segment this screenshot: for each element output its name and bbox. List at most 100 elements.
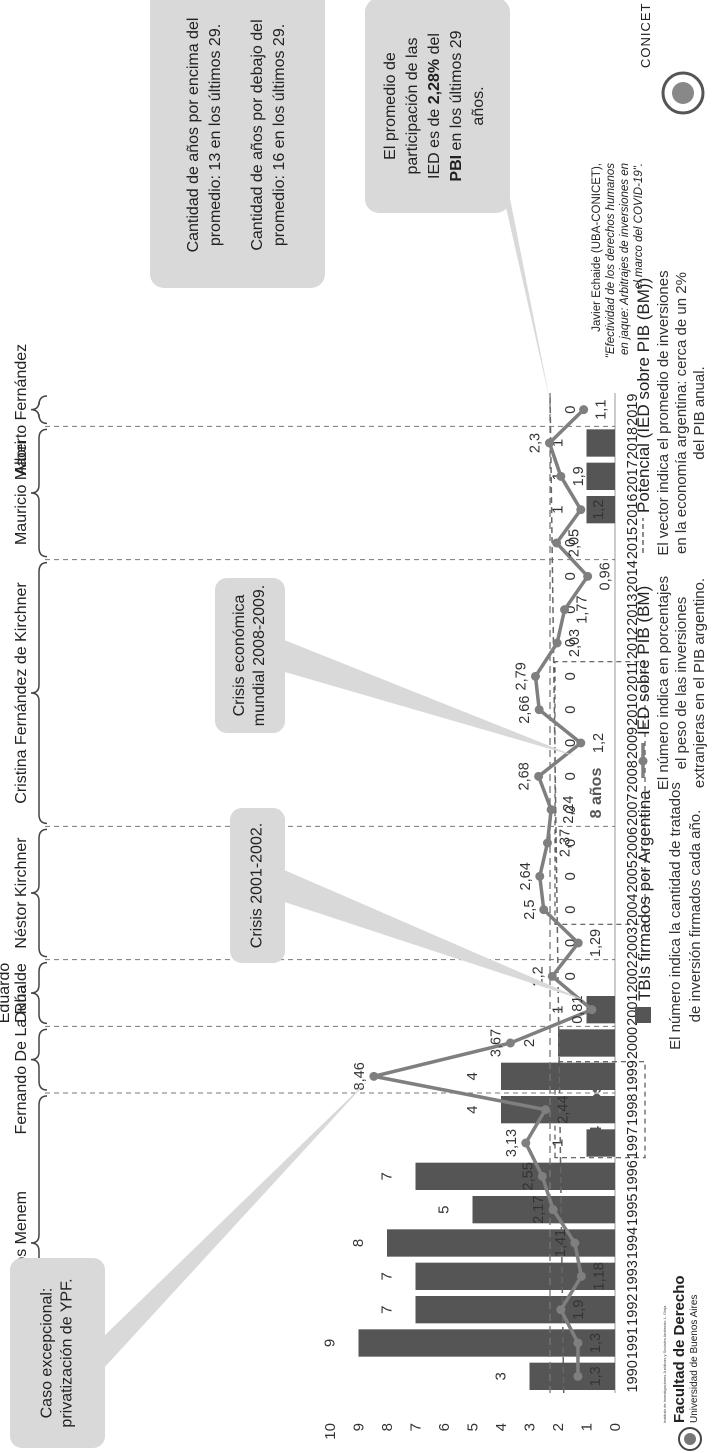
y-tick-label: 1 [579,1423,596,1431]
x-tick-label: 2016 [625,494,641,526]
ied-value-label: 2,64 [518,862,534,890]
ied-point [570,1238,580,1248]
bar [586,495,615,524]
ied-value-label: 2,68 [517,762,533,790]
bar-value-label: 0 [562,405,579,413]
ied-point [530,671,540,681]
bar-value-label: 0 [562,572,579,580]
x-tick-label: 1992 [625,1294,641,1326]
ied-point [521,1138,531,1148]
legend-line-note: el peso de las inversiones [673,597,690,770]
bar-value-label: 3 [493,1372,510,1380]
president-label: Néstor Kirchner [13,837,30,949]
ied-point [546,805,556,815]
ied-value-label: 2,66 [517,696,533,724]
bar-value-label: 8 [350,1239,367,1247]
ied-value-label: 1,2 [591,733,607,753]
x-tick-label: 2011 [625,661,641,692]
bar-value-label: 0 [562,805,579,813]
x-tick-label: 1991 [625,1327,641,1359]
term-brace [30,395,48,425]
x-tick-label: 2018 [625,427,641,459]
ied-point [583,571,593,581]
faculty-name: Facultad de Derecho [671,1275,688,1423]
x-tick-label: 2010 [625,694,641,726]
y-tick-label: 6 [436,1423,453,1431]
ied-point [369,1071,379,1081]
callout-box [10,1258,105,1448]
term-brace [30,561,48,825]
callout-text: Cantidad de años por encima del [185,18,202,253]
callout-box [230,808,285,963]
ied-value-label: 1,41 [553,1229,569,1257]
ied-value-label: 3,67 [488,1029,504,1057]
ied-value-label: 1,2 [591,500,607,520]
y-tick-label: 9 [351,1423,368,1431]
x-tick-label: 2017 [625,460,641,492]
y-tick-label: 3 [522,1423,539,1431]
president-label: Mauricio Macri [13,441,30,545]
bar [558,1029,615,1057]
bar-value-label: 5 [436,1205,453,1213]
ied-value-label: 1,18 [591,1262,607,1290]
university-name: Universidad de Buenos Aires [689,1295,700,1423]
ied-value-label: 1,9 [571,1300,587,1320]
bar-value-label: 4 [464,1072,481,1080]
president-label: Alberto Fernández [13,344,30,476]
ied-point [537,1171,547,1181]
bar-value-label: 0 [562,705,579,713]
trend-line [549,392,565,1394]
bar-value-label: 0 [562,839,579,847]
faculty-seal [684,1433,696,1445]
y-tick-label: 2 [550,1423,567,1431]
ied-point [556,1305,566,1315]
callout-text: PBI en los últimos 29 [448,30,465,181]
callout-text: privatización de YPF. [59,1278,76,1427]
ied-point [552,638,562,648]
x-tick-label: 2005 [625,860,641,892]
callout-text: El promedio de [382,52,399,160]
bar-value-label: 0 [562,905,579,913]
president-label: Fernando De La Rúa [13,985,30,1135]
x-tick-label: 2006 [625,827,641,859]
bar-value-label: 7 [379,1172,396,1180]
legend-trend-note: El vector indica el promedio de inversio… [655,270,672,555]
bar-value-label: 2 [521,1039,538,1047]
ied-value-label: 2,3 [527,433,543,453]
term-brace [30,428,48,558]
y-tick-label: 10 [322,1423,339,1440]
bar-value-label: 0 [562,605,579,613]
ied-value-label: 2,55 [520,1162,536,1190]
ied-point [560,605,570,615]
x-tick-label: 2004 [625,894,641,926]
y-tick-label: 5 [465,1423,482,1431]
credit-text: el marco del COVID-19". [633,163,645,289]
bar-value-label: 7 [379,1272,396,1280]
ied-point [542,838,552,848]
ied-point [556,471,566,481]
x-tick-label: 2012 [625,627,641,659]
legend-trend-label: Potencial (IED sobre PIB (BM)) [634,278,653,513]
x-tick-label: 2008 [625,760,641,792]
ied-value-label: 1,29 [588,929,604,957]
legend-line-marker [638,756,648,766]
ied-point [540,1105,550,1115]
callout-crisis-2008: Crisis económica mundial 2008-2009. [215,578,576,757]
x-tick-label: 1993 [625,1260,641,1292]
credit-text: Javier Echaide (UBA-CONICET), [591,163,603,332]
ied-point [547,971,557,981]
y-tick-label: 7 [408,1423,425,1431]
bar-value-label: 9 [322,1339,339,1347]
bar [586,462,615,490]
bar-value-label: 1 [550,1139,567,1147]
ied-value-label: 2,5 [522,900,538,920]
legend-bar-swatch [635,1007,651,1023]
bar [586,996,615,1024]
legend-line-note: El número indica en porcentajes [655,576,672,790]
callout-text: Cantidad de años por debajo del [249,19,266,250]
ied-point [534,771,544,781]
ied-value-label: 2,24 [561,796,577,824]
ied-value-label: 0,81 [570,996,586,1024]
ied-point [535,871,545,881]
